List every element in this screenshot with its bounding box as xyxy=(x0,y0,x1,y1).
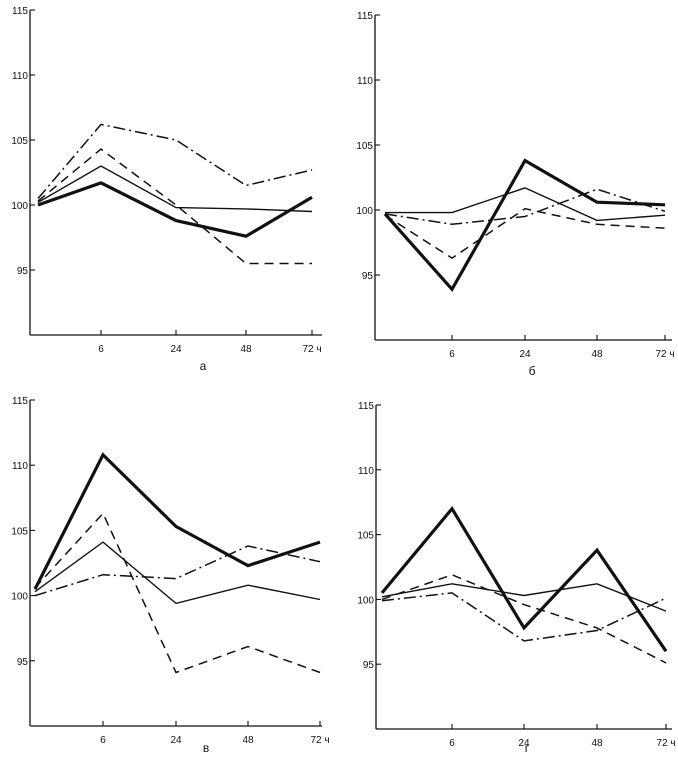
x-tick-label: 24 xyxy=(170,344,182,355)
x-tick-label: 24 xyxy=(518,738,530,749)
y-tick-label: 95 xyxy=(17,657,29,668)
series-line-solid xyxy=(34,541,321,605)
y-tick-label: 115 xyxy=(12,396,28,407)
y-tick-label: 115 xyxy=(358,401,374,412)
x-tick-label: 24 xyxy=(170,735,182,746)
y-tick-label: 105 xyxy=(11,136,28,147)
panel-label: б xyxy=(529,364,536,378)
series-line-dashed xyxy=(384,207,666,259)
series-line-dashed xyxy=(34,512,321,674)
x-tick-label: 48 xyxy=(591,738,603,749)
y-tick-label: 105 xyxy=(356,141,373,152)
series-line-solid xyxy=(385,187,666,222)
x-tick-label: 6 xyxy=(449,349,455,360)
series-line-bold xyxy=(383,158,666,293)
series-line-bold xyxy=(37,181,313,238)
chart-panel-3: 95 100 105 110 115 6 24 48 72 ч в xyxy=(11,396,329,755)
y-tick-label: 95 xyxy=(363,660,375,671)
y-tick-label: 105 xyxy=(357,531,374,542)
chart-panel-2: 95 100 105 110 115 6 24 48 72 ч б xyxy=(356,11,674,378)
series-line-solid xyxy=(37,165,313,213)
y-tick-label: 95 xyxy=(17,266,29,277)
panel-label: в xyxy=(203,741,209,755)
panel-label: а xyxy=(200,359,207,373)
series-line-dashdot xyxy=(34,545,321,597)
x-tick-label: 6 xyxy=(100,735,106,746)
x-tick-label: 72 ч xyxy=(302,344,321,355)
x-tick-label: 24 xyxy=(519,349,531,360)
y-tick-label: 110 xyxy=(12,71,28,82)
x-tick-label: 72 ч xyxy=(655,349,674,360)
panel-label: г xyxy=(525,741,530,755)
x-tick-label: 72 ч xyxy=(656,738,675,749)
series-line-dashdot xyxy=(381,592,667,642)
y-tick-label: 115 xyxy=(12,6,28,17)
y-tick-label: 95 xyxy=(362,271,374,282)
series-line-dashdot xyxy=(37,123,313,199)
x-tick-label: 48 xyxy=(240,344,252,355)
x-tick-label: 72 ч xyxy=(310,735,329,746)
series-line-dashed xyxy=(381,573,667,664)
x-tick-label: 48 xyxy=(591,349,603,360)
y-tick-label: 100 xyxy=(11,201,28,212)
series-line-solid xyxy=(381,583,667,612)
y-tick-label: 100 xyxy=(356,206,373,217)
chart-panel-1: 95 100 105 110 115 6 24 48 72 ч а xyxy=(11,6,322,373)
x-tick-label: 48 xyxy=(242,735,254,746)
series-line-dashdot xyxy=(384,188,666,226)
y-tick-label: 115 xyxy=(357,11,373,22)
series-line-bold xyxy=(380,505,668,653)
y-tick-label: 110 xyxy=(358,466,374,477)
y-tick-label: 110 xyxy=(12,461,28,472)
series-line-bold xyxy=(33,452,321,590)
y-tick-label: 105 xyxy=(11,526,28,537)
y-tick-label: 100 xyxy=(11,592,28,603)
x-tick-label: 6 xyxy=(449,738,455,749)
y-tick-label: 110 xyxy=(357,76,373,87)
y-tick-label: 100 xyxy=(357,595,374,606)
x-tick-label: 6 xyxy=(98,344,104,355)
chart-panel-4: 95 100 105 110 115 6 24 48 72 ч г xyxy=(357,401,675,755)
series-line-dashed xyxy=(37,148,312,265)
